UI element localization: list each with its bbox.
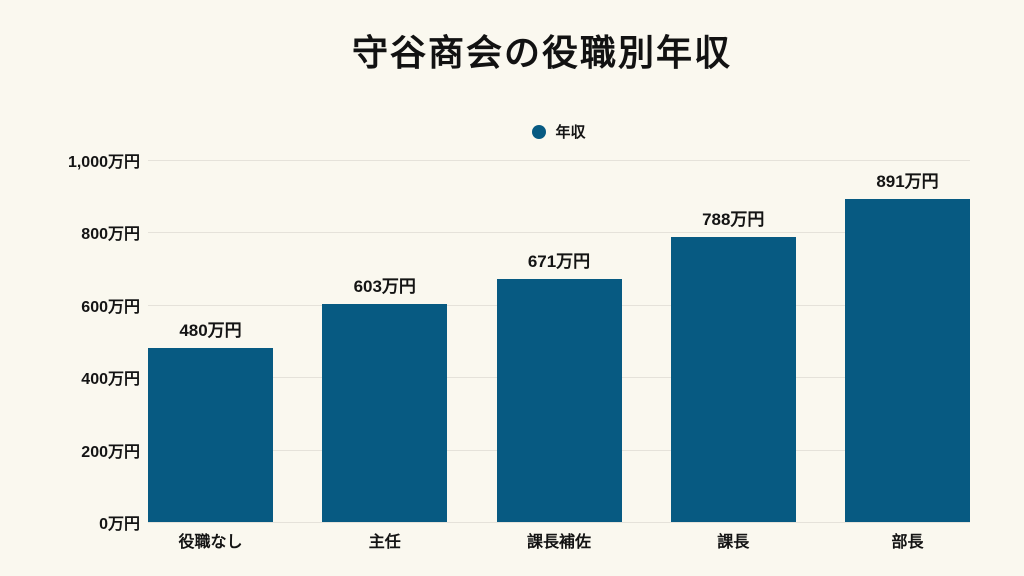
- bar-value-label: 480万円: [179, 321, 242, 341]
- bar-slot: 603万円: [322, 160, 448, 522]
- plot-area: 480万円 603万円 671万円 788万円 891万円: [148, 160, 970, 523]
- bar-slot: 891万円: [845, 160, 970, 522]
- x-axis-category-label: 部長: [891, 534, 924, 551]
- gridline: [148, 522, 970, 523]
- bar-value-label: 671万円: [527, 252, 591, 272]
- bar-value-label: 603万円: [353, 276, 416, 296]
- y-axis-tick-label: 800万円: [81, 226, 140, 244]
- y-axis: 1,000万円 800万円 600万円 400万円 200万円 0万円: [0, 154, 140, 533]
- legend-dot-icon: [532, 124, 547, 139]
- bar: [322, 303, 448, 522]
- bar: [845, 199, 970, 522]
- bar-slot: 480万円: [148, 160, 273, 522]
- bar: [496, 279, 622, 522]
- x-axis-category-label: 課長: [717, 534, 750, 551]
- y-axis-tick-label: 600万円: [81, 298, 140, 316]
- x-axis-category-label: 役職なし: [178, 534, 243, 551]
- bar: [148, 348, 273, 522]
- bar-slot: 788万円: [670, 160, 796, 522]
- bar-value-label: 891万円: [876, 172, 939, 192]
- legend: 年収: [148, 121, 970, 142]
- bar-series: 480万円 603万円 671万円 788万円 891万円: [148, 160, 970, 522]
- x-axis-category-label: 課長補佐: [526, 534, 591, 551]
- y-axis-tick-label: 0万円: [99, 516, 140, 533]
- x-axis-category-label: 主任: [368, 534, 401, 551]
- bar-value-label: 788万円: [702, 209, 765, 229]
- chart-title: 守谷商会の役職別年収: [351, 32, 732, 73]
- y-axis-tick-label: 400万円: [81, 371, 140, 389]
- x-axis: 役職なし 主任 課長補佐 課長 部長: [148, 528, 970, 552]
- y-axis-tick-label: 1,000万円: [67, 154, 140, 171]
- gridline: [148, 232, 970, 234]
- y-axis-tick-label: 200万円: [81, 443, 140, 461]
- bar: [670, 236, 796, 522]
- gridline: [148, 160, 970, 161]
- bar-slot: 671万円: [496, 160, 622, 522]
- legend-series-label: 年収: [555, 124, 586, 141]
